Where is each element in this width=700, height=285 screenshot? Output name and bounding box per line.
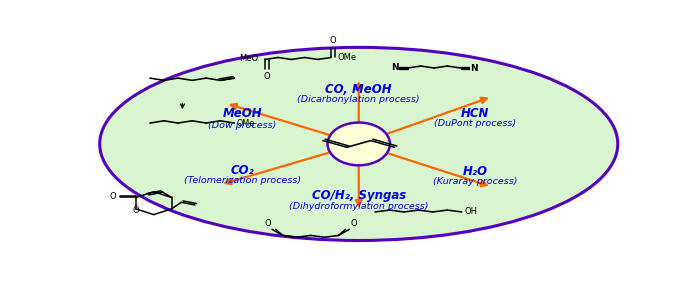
Text: CO/H₂, Syngas: CO/H₂, Syngas [312, 189, 406, 202]
Text: MeOH: MeOH [223, 107, 262, 120]
Text: (DuPont process): (DuPont process) [434, 119, 517, 128]
Text: OH: OH [464, 207, 477, 216]
Text: O: O [132, 206, 139, 215]
Text: CO₂: CO₂ [230, 164, 254, 177]
Text: OMe: OMe [237, 119, 255, 128]
Text: H₂O: H₂O [463, 165, 488, 178]
Text: (Dow process): (Dow process) [208, 121, 276, 130]
Text: HCN: HCN [461, 107, 489, 120]
Text: O: O [351, 219, 357, 228]
Text: (Dicarbonylation process): (Dicarbonylation process) [298, 95, 420, 104]
Text: CO, MeOH: CO, MeOH [326, 83, 392, 95]
Text: O: O [330, 36, 336, 45]
Ellipse shape [99, 47, 618, 241]
Ellipse shape [328, 123, 390, 165]
Text: N: N [391, 64, 399, 72]
Text: OMe: OMe [337, 53, 357, 62]
Text: (Dihydroformylation process): (Dihydroformylation process) [289, 201, 428, 211]
Text: N: N [470, 64, 477, 73]
Text: O: O [265, 219, 271, 228]
Text: O: O [263, 72, 270, 81]
Text: (Telomerization process): (Telomerization process) [183, 176, 301, 185]
Text: O: O [110, 192, 116, 201]
Text: (Kuraray process): (Kuraray process) [433, 177, 517, 186]
Text: MeO: MeO [239, 54, 258, 63]
